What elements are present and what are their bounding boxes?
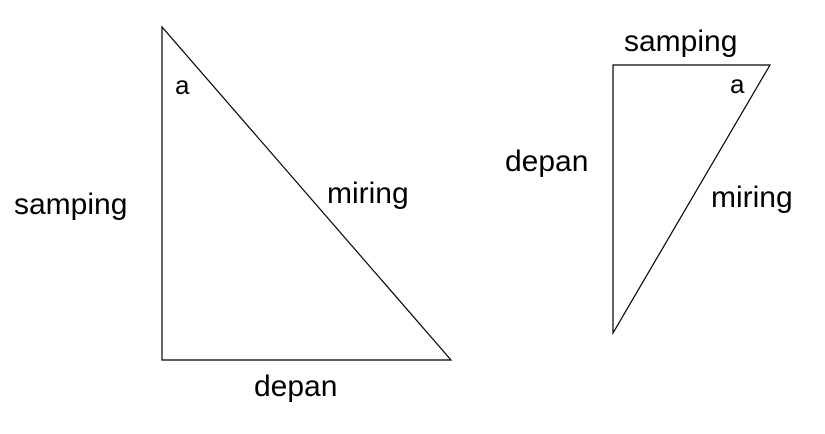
left-angle-label: a <box>175 70 190 100</box>
right-triangle <box>612 64 772 336</box>
right-triangle-group: samping a depan miring <box>505 25 793 336</box>
right-hypotenuse-label: miring <box>711 181 793 214</box>
right-opposite-label: depan <box>505 145 588 178</box>
left-triangle <box>161 25 453 361</box>
right-adjacent-label: samping <box>624 25 737 58</box>
left-triangle-group: a samping miring depan <box>14 25 453 403</box>
right-angle-label: a <box>730 69 745 99</box>
left-hypotenuse-label: miring <box>327 177 409 210</box>
left-adjacent-label: samping <box>14 188 127 221</box>
left-opposite-label: depan <box>254 370 337 403</box>
